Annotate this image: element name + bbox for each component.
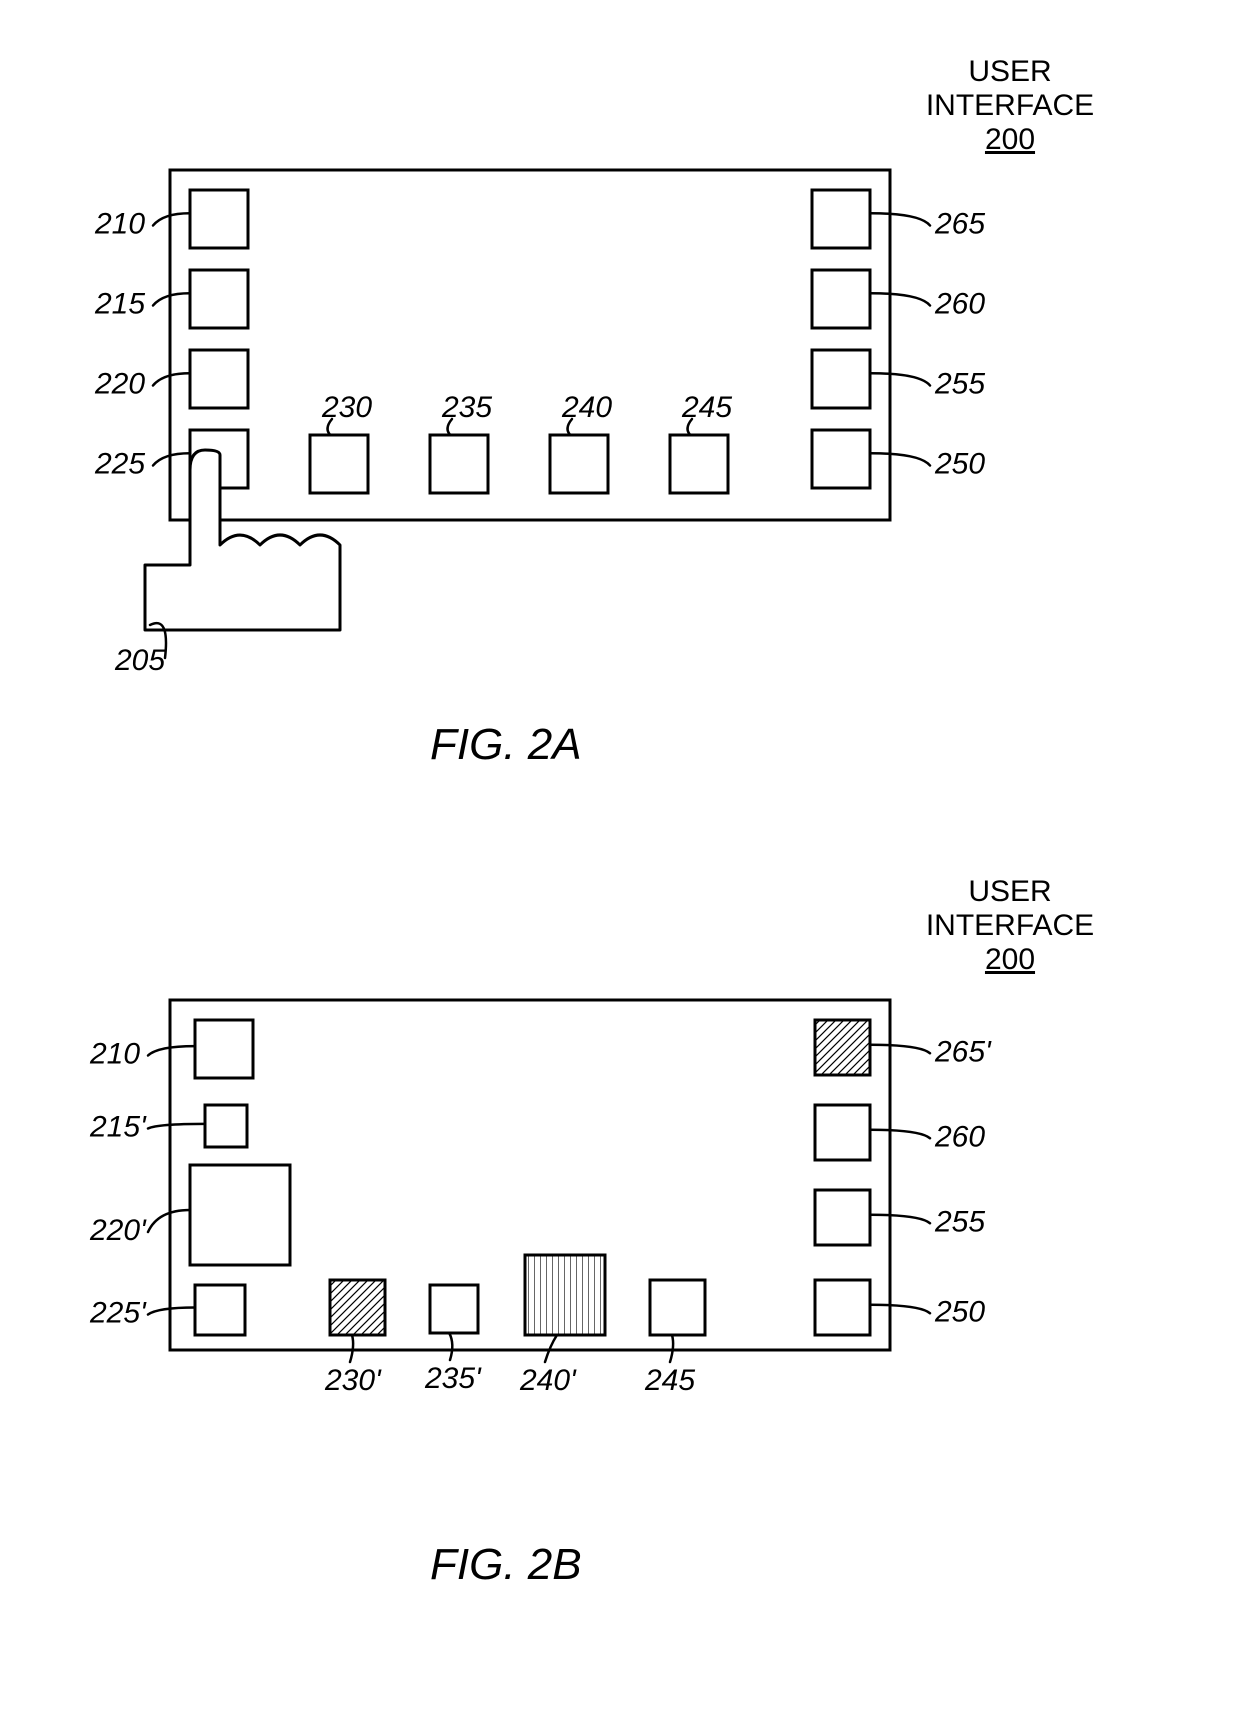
fig-a-ref-215: 215	[94, 288, 145, 321]
fig-b-ref-260: 260	[934, 1120, 985, 1153]
fig-b-left-icon-220'	[190, 1165, 290, 1265]
fig-a-ref-210: 210	[94, 208, 145, 241]
fig-b-ref-265': 265'	[934, 1035, 992, 1068]
fig-b-bottom-icon-245	[650, 1280, 705, 1335]
fig-a-ref-230: 230	[321, 391, 372, 424]
fig-b-ref-230': 230'	[324, 1364, 382, 1397]
fig-b-ref-225': 225'	[89, 1297, 147, 1330]
fig-b-bottom-icon-235'	[430, 1285, 478, 1333]
fig-b-left-icon-225'	[195, 1285, 245, 1335]
fig-a-ref-220: 220	[94, 368, 145, 401]
fig-b-right-icon-265'	[815, 1020, 870, 1075]
fig-a-ref-245: 245	[681, 391, 732, 424]
fig-b-ref-215': 215'	[89, 1111, 147, 1144]
fig-b-ref-210: 210	[89, 1038, 140, 1071]
fig-b-left-icon-215'	[205, 1105, 247, 1147]
fig-a-right-icon-250	[812, 430, 870, 488]
diagram-svg: 210 215 220 225 265 260 255 250 230 235 240 245 205 2…	[0, 0, 1240, 1713]
diagram-page: USER INTERFACE 200 USER INTERFACE 200 FI…	[0, 0, 1240, 1713]
fig-a-left-icon-215	[190, 270, 248, 328]
fig-b-right-icon-255	[815, 1190, 870, 1245]
fig-a-bottom-icon-235	[430, 435, 488, 493]
fig-a-ref-255: 255	[934, 368, 985, 401]
fig-b-ref-250: 250	[934, 1295, 985, 1328]
fig-b-ref-240': 240'	[519, 1364, 577, 1397]
fig-b-ref-245: 245	[644, 1364, 695, 1397]
fig-a-ref-235: 235	[441, 391, 492, 424]
fig-b-ref-220': 220'	[89, 1214, 147, 1247]
fig-a-right-icon-265	[812, 190, 870, 248]
fig-a-ref-250: 250	[934, 448, 985, 481]
fig-b-ref-235': 235'	[424, 1362, 482, 1395]
fig-b-right-icon-250	[815, 1280, 870, 1335]
fig-a-bottom-icon-240	[550, 435, 608, 493]
fig-a-right-icon-260	[812, 270, 870, 328]
fig-b-right-icon-260	[815, 1105, 870, 1160]
fig-a-ref-225: 225	[94, 448, 145, 481]
fig-b-left-icon-210	[195, 1020, 253, 1078]
fig-a-left-icon-210	[190, 190, 248, 248]
fig-a-right-icon-255	[812, 350, 870, 408]
fig-a-left-icon-220	[190, 350, 248, 408]
fig-a-bottom-icon-230	[310, 435, 368, 493]
fig-b-bottom-icon-230'	[330, 1280, 385, 1335]
fig-a-ref-240: 240	[561, 391, 612, 424]
fig-a-panel	[170, 170, 890, 520]
fig-a-ref-205: 205	[114, 644, 165, 677]
fig-a-ref-260: 260	[934, 288, 985, 321]
fig-b-ref-255: 255	[934, 1205, 985, 1238]
fig-a-bottom-icon-245	[670, 435, 728, 493]
fig-b-bottom-icon-240'	[525, 1255, 605, 1335]
fig-a-ref-265: 265	[934, 208, 985, 241]
